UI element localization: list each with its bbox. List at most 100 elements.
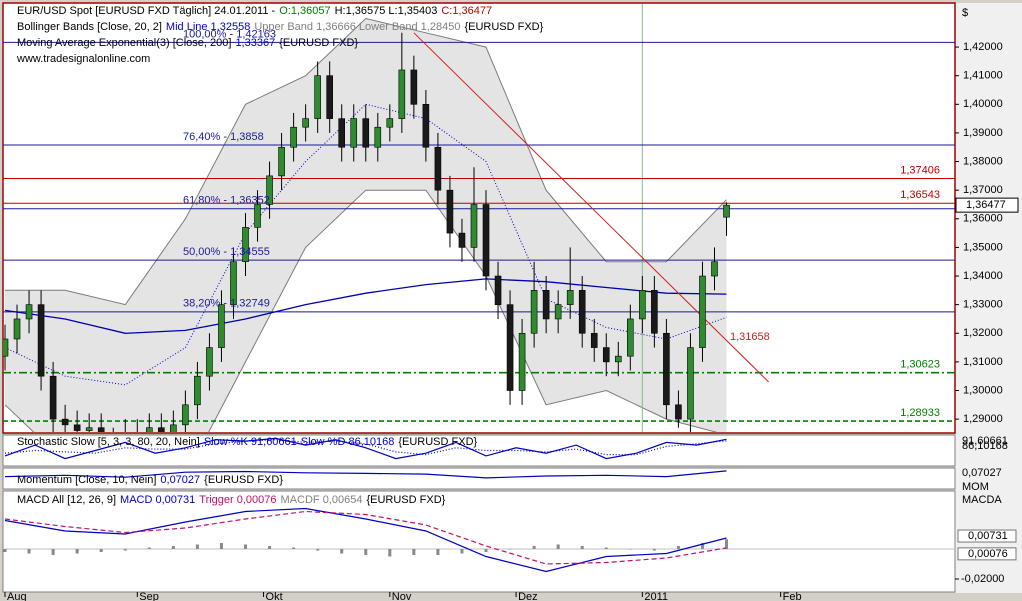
histogram-bar — [484, 549, 488, 552]
candle-body — [170, 424, 177, 432]
header-segment: Trigger 0,00076 — [199, 494, 276, 506]
lower-band — [4, 189, 718, 432]
histogram-bar — [508, 549, 512, 550]
header-segment: MACD 0,00731 — [120, 494, 195, 506]
price-tag — [955, 197, 1019, 213]
histogram-bar — [99, 549, 103, 552]
candle-body — [326, 75, 333, 119]
histogram-bar — [676, 546, 680, 549]
histogram-bar — [244, 544, 248, 549]
histogram-bar — [436, 549, 440, 555]
histogram-bar — [51, 549, 55, 555]
header-segment: {EURUSD FXD} — [366, 494, 445, 506]
level-label: 76,40% - 1,3858 — [183, 131, 264, 143]
candle-body — [3, 338, 9, 357]
header-segment: EUR/USD Spot [EURUSD FXD Täglich] 24.01.… — [17, 5, 276, 17]
y-tick-label: 1,39000 — [963, 127, 1003, 139]
histogram-bar — [580, 546, 584, 549]
candle-body — [85, 427, 93, 431]
candle-body — [651, 290, 658, 334]
y-tick-label: 1,34000 — [963, 270, 1003, 282]
indicator-line — [4, 439, 727, 456]
histogram-bar — [725, 539, 729, 549]
y-tick-label: 1,29000 — [963, 413, 1003, 425]
panel-header: Momentum [Close, 10, Nein] 0,07027 {EURUSD… — [17, 474, 283, 486]
candle-body — [374, 126, 382, 148]
header-segment: Slow %K 91,60661 — [204, 436, 297, 448]
candle-body — [434, 146, 442, 191]
histogram-bar — [700, 543, 704, 549]
main-plot — [3, 4, 955, 432]
candle-body — [182, 404, 189, 426]
trend-line — [413, 32, 769, 383]
y-tick-label: 1,36000 — [963, 213, 1003, 225]
candle-body — [506, 304, 514, 391]
histogram-bar — [556, 544, 560, 549]
x-tick-label: Nov — [392, 591, 412, 601]
panel-header: Stochastic Slow [5, 3, 3, 80, 20, Nein] S… — [17, 436, 478, 448]
last-value-label: 0,00076 — [968, 548, 1008, 560]
candle-body — [49, 375, 57, 420]
histogram-bar — [3, 549, 7, 552]
y-tick-label: 1,31000 — [963, 356, 1003, 368]
histogram-bar — [460, 549, 464, 554]
histogram-bar — [388, 549, 392, 557]
level-label: 1,28933 — [900, 407, 940, 419]
candle-body — [242, 227, 249, 263]
panel-header: www.tradesignalonline.com — [16, 53, 150, 65]
header-segment: Mid Line 1,32558 — [166, 21, 250, 33]
x-tick-label: 2011 — [644, 591, 668, 601]
header-segment: 1,33367 — [235, 37, 275, 49]
x-tick-label: Feb — [783, 591, 802, 601]
y-tick-label: 1,40000 — [963, 98, 1003, 110]
candle-body — [530, 290, 538, 334]
candle-body — [663, 332, 670, 406]
axis-name: MACDA — [962, 494, 1002, 506]
indicator-line — [4, 507, 727, 573]
candle-body — [518, 332, 526, 391]
candle-body — [675, 404, 682, 420]
histogram-bar — [316, 549, 320, 551]
stoch-panel — [2, 434, 956, 467]
currency: $ — [962, 7, 968, 19]
y-tick-label: 1,37000 — [963, 184, 1003, 196]
level-label: 1,36543 — [900, 189, 940, 201]
last-value-box — [957, 529, 1017, 543]
header-segment: H:1,36575 L:1,35403 — [335, 5, 438, 17]
trend-label: 1,31658 — [730, 331, 770, 343]
y-tick-label: 1,42000 — [963, 41, 1003, 53]
candle-body — [73, 424, 81, 431]
axis-name: MOM — [962, 481, 989, 493]
candle-body — [362, 118, 370, 148]
header-segment: Moving Average Exponential(3) [Close, 20… — [17, 37, 231, 49]
y-tick-label: 1,38000 — [963, 155, 1003, 167]
y-tick-label: 1,41000 — [963, 70, 1003, 82]
candle-body — [723, 204, 730, 218]
level-label: 38,20% - 1,32749 — [183, 298, 270, 310]
indicator-line — [4, 470, 727, 479]
header-segment: O:1,36057 — [279, 5, 330, 17]
histogram-bar — [628, 549, 632, 550]
header-segment: 0,07027 — [160, 474, 200, 486]
candle-body — [13, 318, 21, 340]
candle-body — [206, 347, 213, 377]
candle-body — [627, 318, 634, 357]
panel-header: Moving Average Exponential(3) [Close, 20… — [17, 37, 358, 49]
candle-body — [97, 427, 105, 432]
panel-header: Bollinger Bands [Close, 20, 2] Mid Line 1… — [17, 21, 544, 33]
candle-body — [422, 104, 430, 148]
stoch-plot — [4, 437, 727, 460]
candle-body — [302, 118, 309, 128]
candle-body — [470, 204, 478, 248]
candle-body — [266, 175, 273, 205]
last-value-box — [957, 547, 1017, 561]
candle-body — [350, 118, 358, 148]
candle-body — [614, 355, 622, 363]
y-tick-label: 1,33000 — [963, 299, 1003, 311]
candle-body — [602, 347, 610, 363]
candle-body — [290, 126, 297, 148]
candle-body — [590, 332, 598, 348]
y-tick-label: -0,02000 — [961, 573, 1004, 585]
candle-body — [254, 204, 261, 228]
